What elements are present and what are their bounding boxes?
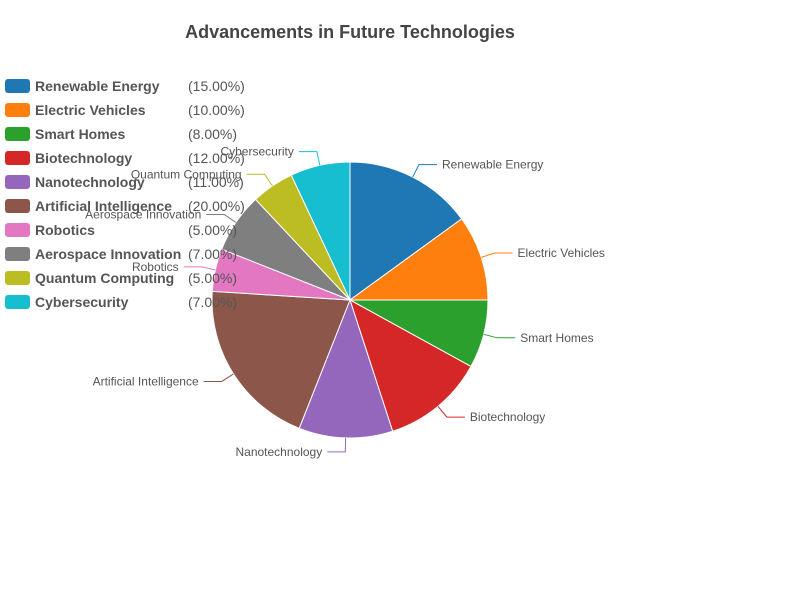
label-line-artificial-intelligence — [203, 373, 234, 382]
slice-label-cybersecurity: Cybersecurity — [220, 145, 293, 159]
legend-swatch-renewable-energy[interactable] — [5, 79, 30, 93]
legend-swatch-robotics[interactable] — [5, 223, 30, 237]
legend-label-artificial-intelligence[interactable]: Artificial Intelligence — [35, 198, 172, 214]
legend: Renewable Energy (15.00%) Electric Vehicle… — [5, 78, 245, 310]
label-line-nanotechnology — [327, 437, 347, 453]
label-line-robotics — [183, 266, 216, 271]
legend-label-robotics[interactable]: Robotics — [35, 222, 95, 238]
slice-label-lines — [183, 151, 516, 453]
legend-label-biotechnology[interactable]: Biotechnology — [35, 150, 132, 166]
slice-label-artificial-intelligence: Artificial Intelligence — [93, 374, 199, 388]
slice-label-quantum-computing: Quantum Computing — [131, 167, 242, 181]
slice-label-aerospace-innovation: Aerospace Innovation — [85, 208, 201, 222]
legend-percent-nanotechnology: (11.00%) — [188, 174, 244, 190]
label-line-biotechnology — [437, 406, 465, 418]
legend-percent-artificial-intelligence: (20.00%) — [188, 198, 245, 214]
label-line-renewable-energy — [412, 164, 438, 178]
legend-percent-aerospace-innovation: (7.00%) — [188, 246, 237, 262]
legend-swatch-smart-homes[interactable] — [5, 127, 30, 141]
label-line-electric-vehicles — [481, 252, 513, 258]
legend-percent-smart-homes: (8.00%) — [188, 126, 237, 142]
legend-swatch-electric-vehicles[interactable] — [5, 103, 30, 117]
legend-percent-robotics: (5.00%) — [188, 222, 237, 238]
label-line-aerospace-innovation — [206, 214, 237, 223]
pie-slices — [211, 161, 489, 439]
legend-percent-quantum-computing: (5.00%) — [188, 270, 237, 286]
pie-slice-renewable-energy[interactable] — [349, 161, 463, 301]
slice-label-smart-homes: Smart Homes — [520, 331, 593, 345]
legend-label-renewable-energy[interactable]: Renewable Energy — [35, 78, 160, 94]
slice-label-biotechnology: Biotechnology — [470, 410, 545, 424]
pie-slice-electric-vehicles[interactable] — [348, 218, 489, 301]
legend-percent-cybersecurity: (7.00%) — [188, 294, 237, 310]
slice-label-robotics: Robotics — [132, 260, 179, 274]
slice-label-renewable-energy: Renewable Energy — [442, 158, 543, 172]
legend-swatch-quantum-computing[interactable] — [5, 271, 30, 285]
label-line-quantum-computing — [246, 173, 273, 187]
legend-label-electric-vehicles[interactable]: Electric Vehicles — [35, 102, 146, 118]
chart-title: Advancements in Future Technologies — [185, 22, 515, 42]
legend-swatch-nanotechnology[interactable] — [5, 175, 30, 189]
legend-label-smart-homes[interactable]: Smart Homes — [35, 126, 125, 142]
label-line-smart-homes — [483, 333, 516, 339]
legend-percent-electric-vehicles: (10.00%) — [188, 102, 245, 118]
slice-label-electric-vehicles: Electric Vehicles — [518, 246, 605, 260]
legend-label-nanotechnology[interactable]: Nanotechnology — [35, 174, 145, 190]
pie-slice-biotechnology[interactable] — [349, 298, 472, 432]
legend-label-quantum-computing[interactable]: Quantum Computing — [35, 270, 174, 286]
slice-labels: Renewable Energy Electric Vehicles Smart H… — [85, 145, 605, 459]
legend-percent-biotechnology: (12.00%) — [188, 150, 245, 166]
legend-swatch-biotechnology[interactable] — [5, 151, 30, 165]
legend-swatch-aerospace-innovation[interactable] — [5, 247, 30, 261]
legend-label-cybersecurity[interactable]: Cybersecurity — [35, 294, 129, 310]
legend-percent-renewable-energy: (15.00%) — [188, 78, 245, 94]
label-line-cybersecurity — [298, 151, 321, 166]
legend-label-aerospace-innovation[interactable]: Aerospace Innovation — [35, 246, 181, 262]
slice-label-nanotechnology: Nanotechnology — [235, 445, 322, 459]
legend-swatch-artificial-intelligence[interactable] — [5, 199, 30, 213]
legend-swatch-cybersecurity[interactable] — [5, 295, 30, 309]
pie-slice-cybersecurity[interactable] — [290, 161, 351, 301]
